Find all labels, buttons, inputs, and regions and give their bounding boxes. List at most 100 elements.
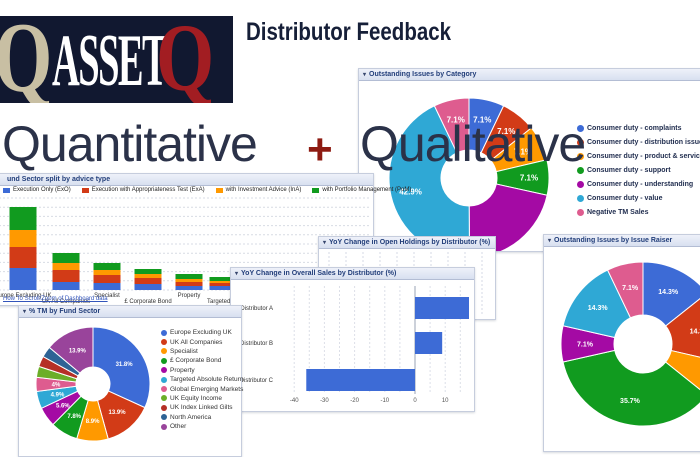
legend-swatch-icon (577, 124, 584, 132)
chart-text: Property (178, 293, 201, 299)
stacked-bar-segment[interactable] (52, 282, 80, 290)
collapse-icon[interactable]: ▾ (363, 71, 367, 78)
donut-slice-europe-excluding-uk[interactable] (92, 326, 151, 409)
logo-asset-text: ASSET (52, 20, 168, 102)
donut-slice-other[interactable] (48, 326, 94, 374)
donut-slice-issuer-red[interactable] (665, 293, 700, 363)
stacked-bar-segment[interactable] (209, 281, 237, 283)
plus-icon: + (307, 125, 333, 174)
legend-item: with Portfolio Management (PoM) (312, 187, 411, 193)
stacked-bar-segment[interactable] (52, 263, 80, 270)
legend-item: Consumer duty - value (577, 191, 700, 205)
chart-text: -10 (380, 398, 389, 404)
chart-text: 4.9% (51, 393, 65, 399)
window-titlebar[interactable]: ▾ % TM by Fund Sector (19, 306, 241, 318)
window-titlebar[interactable]: ▾ YoY Change in Open Holdings by Distrib… (319, 237, 495, 249)
legend-swatch-icon (161, 404, 167, 411)
legend-label: Other (170, 423, 187, 431)
collapse-icon[interactable]: ▾ (235, 270, 239, 277)
category-donut-chart[interactable]: 7.1% 7.1% 7.1% 7.1% 42.9% 7.1% (359, 81, 700, 251)
donut-slice-issuer-green[interactable] (562, 349, 700, 427)
legend-item: Execution with Appropriateness Test (ExA… (81, 187, 205, 193)
legend-item: Execution Only (ExO) (3, 187, 71, 193)
stacked-bar-segment[interactable] (134, 284, 162, 290)
chart-text: Targeted Ab (207, 299, 240, 305)
chart-text: 14.3% (690, 329, 700, 336)
window-titlebar[interactable]: und Sector split by advice type (0, 174, 373, 186)
stacked-bar-segment[interactable] (175, 279, 203, 282)
chart-text: 4% (52, 382, 61, 388)
legend-item: Targeted Absolute Return (161, 375, 243, 384)
legend-label: Specialist (170, 347, 198, 355)
legend-swatch-icon (215, 187, 223, 193)
stacked-bar-segment[interactable] (209, 283, 237, 286)
legend-label: £ Corporate Bond (170, 357, 222, 365)
chart-text: 10 (442, 398, 449, 404)
fund-sector-pie-chart[interactable]: 31.8% 13.9% 8.9% 7.8% 5.6% 4.9% 4% 13.9% (19, 318, 241, 456)
stacked-bar-segment[interactable] (209, 286, 237, 290)
stacked-bar-segment[interactable] (134, 278, 162, 284)
stacked-bar-segment[interactable] (9, 247, 37, 268)
chart-text: 7.1% (622, 285, 639, 292)
donut-slice-issuer-pink[interactable] (606, 261, 644, 319)
stacked-bar-segment[interactable] (93, 283, 121, 290)
collapse-icon[interactable]: ▾ (548, 237, 552, 244)
stacked-bar-segment[interactable] (52, 270, 80, 282)
stacked-bar-segment[interactable] (93, 263, 121, 270)
window-titlebar[interactable]: ▾ Outstanding Issues by Issue Raiser (544, 235, 700, 247)
legend-label: Consumer duty - value (587, 194, 663, 202)
legend-label: with Investment Advice (InA) (225, 187, 302, 193)
window-titlebar[interactable]: ▾ Outstanding Issues by Category (359, 69, 700, 81)
advice-legend: Execution Only (ExO) Execution with Appro… (3, 187, 411, 193)
issue-raiser-donut-chart[interactable]: 14.3% 14.3% 35.7% 7.1% 14.3% 7.1% (544, 247, 700, 449)
stacked-bar-segment[interactable] (134, 269, 162, 274)
sales-hbar-chart[interactable]: Distributor A Distributor B Distributor C -… (231, 280, 474, 410)
legend-label: Execution Only (ExO) (13, 187, 71, 193)
headline-qualitative: Qualitative (360, 116, 586, 172)
help-link[interactable]: How To Scroll/Zoom of Dashboard data (3, 296, 108, 302)
legend-item: North America (161, 413, 243, 422)
stacked-bar-segment[interactable] (52, 253, 80, 263)
window-outstanding-issues-by-issue-raiser: ▾ Outstanding Issues by Issue Raiser 14.… (543, 234, 700, 452)
chart-text: -30 (320, 398, 329, 404)
legend-item: £ Corporate Bond (161, 356, 243, 365)
chart-text: 7.1% (473, 115, 491, 124)
window-titlebar[interactable]: ▾ YoY Change in Overall Sales by Distrib… (231, 268, 474, 280)
window-title: und Sector split by advice type (7, 175, 111, 183)
collapse-icon[interactable]: ▾ (323, 239, 327, 246)
hbar-distributor-c[interactable] (306, 369, 415, 391)
stacked-bar-segment[interactable] (134, 274, 162, 278)
chart-text: 42.9% (399, 187, 422, 196)
stacked-bar-segment[interactable] (93, 270, 121, 275)
legend-swatch-icon (161, 367, 167, 374)
legend-swatch-icon (161, 395, 167, 402)
legend-swatch-icon (577, 194, 584, 202)
legend-item: UK Equity Income (161, 394, 243, 403)
legend-label: Consumer duty - support (587, 166, 671, 174)
chart-text: Distributor B (240, 341, 273, 347)
chart-text: £ Corporate Bond (124, 299, 171, 305)
stacked-bar-segment[interactable] (93, 275, 121, 283)
stacked-bar-segment[interactable] (209, 277, 237, 281)
legend-swatch-icon (577, 180, 584, 188)
stacked-bar-segment[interactable] (9, 230, 37, 247)
stacked-bar-segment[interactable] (175, 282, 203, 286)
collapse-icon[interactable]: ▾ (23, 308, 27, 315)
donut-slice-consumer-duty-understanding[interactable] (468, 183, 548, 251)
legend-label: North America (170, 413, 212, 421)
hbar-distributor-a[interactable] (415, 297, 469, 319)
legend-item: Consumer duty - distribution issues (577, 135, 700, 149)
stacked-bar-segment[interactable] (9, 268, 37, 290)
legend-item: Consumer duty - product & services (577, 149, 700, 163)
stacked-bar-segment[interactable] (175, 286, 203, 290)
donut-slice-negative-tm-sales[interactable] (433, 97, 470, 154)
window-title: YoY Change in Open Holdings by Distribut… (329, 238, 491, 246)
legend-label: UK All Companies (170, 338, 223, 346)
stacked-bar-segment[interactable] (175, 274, 203, 279)
legend-swatch-icon (312, 187, 320, 193)
assetq-logo: Q ASSET Q (0, 16, 233, 103)
stacked-bar-segment[interactable] (9, 207, 37, 230)
window-title: Outstanding Issues by Category (369, 70, 477, 78)
hbar-distributor-b[interactable] (415, 332, 443, 354)
legend-item: Negative TM Sales (577, 205, 700, 219)
